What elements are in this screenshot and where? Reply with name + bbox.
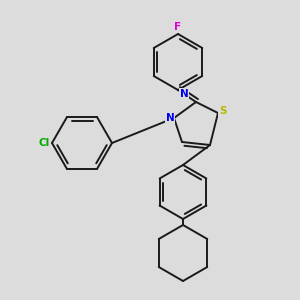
- Text: N: N: [179, 88, 188, 99]
- Text: S: S: [219, 106, 227, 116]
- Text: F: F: [174, 22, 182, 32]
- Text: N: N: [166, 113, 174, 123]
- Text: Cl: Cl: [38, 138, 50, 148]
